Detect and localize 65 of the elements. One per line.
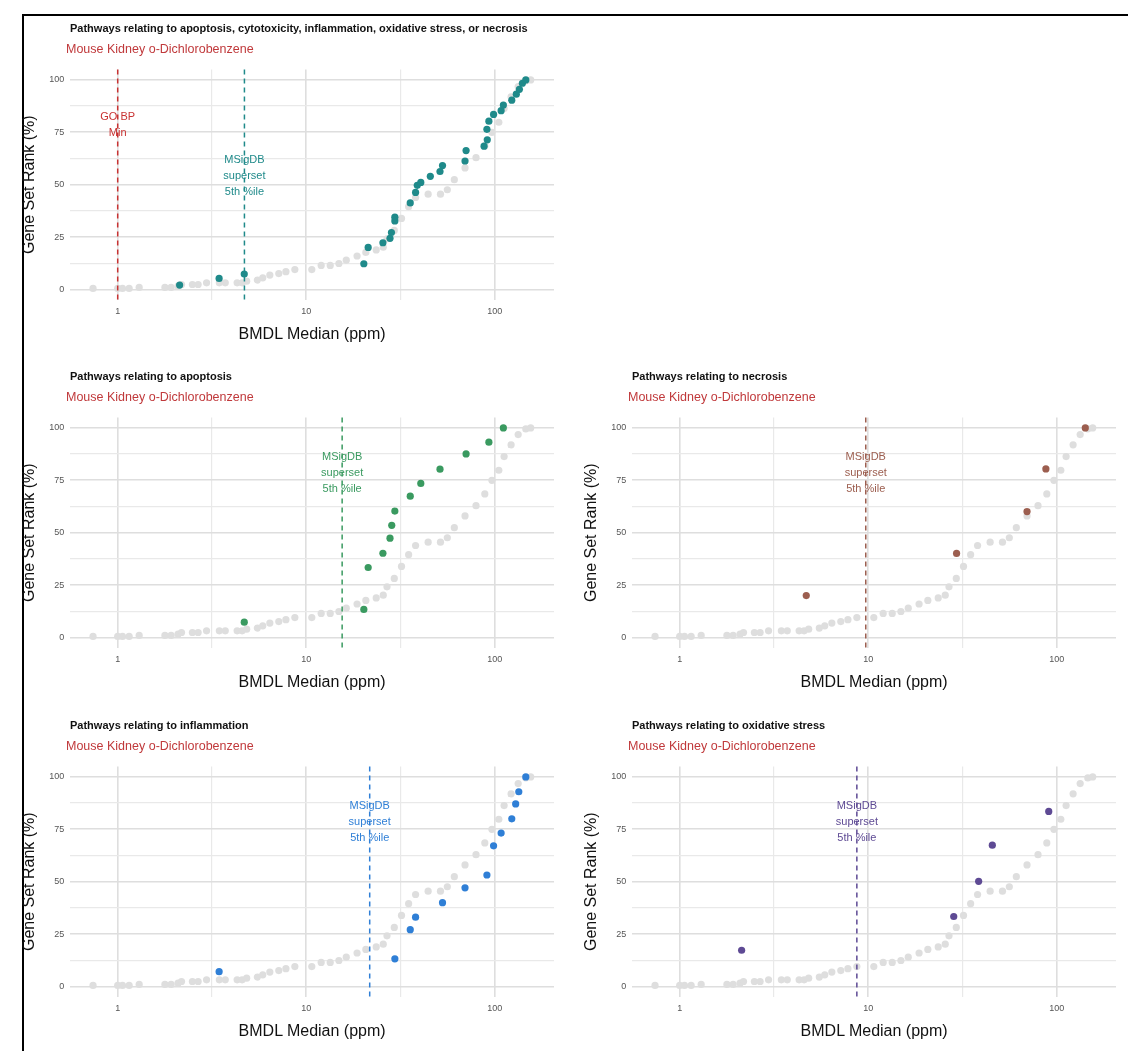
y-tick-label: 100 <box>49 771 65 782</box>
x-tick-label: 100 <box>1049 653 1065 664</box>
ref-line-label: GO BP Min <box>100 109 136 138</box>
y-tick-label: 25 <box>54 928 65 939</box>
x-tick-label: 1 <box>115 653 121 664</box>
y-tick-label: 75 <box>54 126 65 137</box>
y-tick-label: 50 <box>616 876 627 887</box>
x-tick-label: 10 <box>863 1002 874 1013</box>
y-tick-label: 50 <box>616 527 627 538</box>
y-tick-label: 75 <box>616 823 627 834</box>
chart-subtitle: Mouse Kidney o-Dichlorobenzene <box>628 390 816 404</box>
y-axis-title: Gene Set Rank (%) <box>20 115 38 255</box>
x-tick-label: 100 <box>487 1002 503 1013</box>
chart-title: Pathways relating to oxidative stress <box>632 719 826 731</box>
x-tick-label: 1 <box>677 1002 683 1013</box>
y-tick-label: 0 <box>59 981 65 991</box>
y-tick-label: 50 <box>54 179 65 190</box>
y-tick-label: 75 <box>54 474 65 485</box>
x-tick-label: 10 <box>301 305 312 316</box>
y-tick-label: 0 <box>59 632 65 642</box>
ref-line-label: MSigDB superset 5th %ile <box>835 798 878 843</box>
y-tick-label: 0 <box>621 632 627 642</box>
y-tick-label: 25 <box>54 231 65 242</box>
y-axis-title: Gene Set Rank (%) <box>582 812 600 952</box>
y-axis-title: Gene Set Rank (%) <box>20 812 38 952</box>
chart-title: Pathways relating to apoptosis <box>70 370 232 382</box>
y-tick-label: 100 <box>611 422 627 433</box>
y-tick-label: 100 <box>49 422 65 433</box>
y-tick-label: 75 <box>54 823 65 834</box>
y-tick-label: 25 <box>616 579 627 590</box>
x-axis-title: BMDL Median (ppm) <box>238 324 386 342</box>
y-tick-label: 100 <box>611 771 627 782</box>
ref-line-label: MSigDB superset 5th %ile <box>348 798 391 843</box>
ref-line-label: MSigDB superset 5th %ile <box>844 449 887 494</box>
x-axis-title: BMDL Median (ppm) <box>800 1021 948 1039</box>
y-tick-label: 50 <box>54 876 65 887</box>
x-tick-label: 10 <box>863 653 874 664</box>
x-tick-label: 100 <box>487 305 503 316</box>
y-tick-label: 0 <box>59 284 65 294</box>
x-axis-title: BMDL Median (ppm) <box>800 672 948 690</box>
y-axis-title: Gene Set Rank (%) <box>582 463 600 603</box>
y-tick-label: 25 <box>54 579 65 590</box>
x-axis-title: BMDL Median (ppm) <box>238 672 386 690</box>
y-tick-label: 75 <box>616 474 627 485</box>
x-tick-label: 100 <box>1049 1002 1065 1013</box>
x-tick-label: 100 <box>487 653 503 664</box>
x-tick-label: 10 <box>301 1002 312 1013</box>
y-tick-label: 100 <box>49 74 65 85</box>
chart-subtitle: Mouse Kidney o-Dichlorobenzene <box>66 739 254 753</box>
y-tick-label: 0 <box>621 981 627 991</box>
chart-title: Pathways relating to necrosis <box>632 370 788 382</box>
chart-subtitle: Mouse Kidney o-Dichlorobenzene <box>66 390 254 404</box>
y-axis-title: Gene Set Rank (%) <box>20 463 38 603</box>
chart-title: Pathways relating to apoptosis, cytotoxicity, inflammation, oxidative stress, or necrosis <box>70 22 528 34</box>
y-tick-label: 25 <box>616 928 627 939</box>
x-tick-label: 1 <box>115 305 121 316</box>
x-tick-label: 1 <box>115 1002 121 1013</box>
y-tick-label: 50 <box>54 527 65 538</box>
x-tick-label: 10 <box>301 653 312 664</box>
x-axis-title: BMDL Median (ppm) <box>238 1021 386 1039</box>
chart-subtitle: Mouse Kidney o-Dichlorobenzene <box>628 739 816 753</box>
chart-title: Pathways relating to inflammation <box>70 719 249 731</box>
chart-subtitle: Mouse Kidney o-Dichlorobenzene <box>66 42 254 56</box>
x-tick-label: 1 <box>677 653 683 664</box>
ref-line-label: MSigDB superset 5th %ile <box>321 449 364 494</box>
